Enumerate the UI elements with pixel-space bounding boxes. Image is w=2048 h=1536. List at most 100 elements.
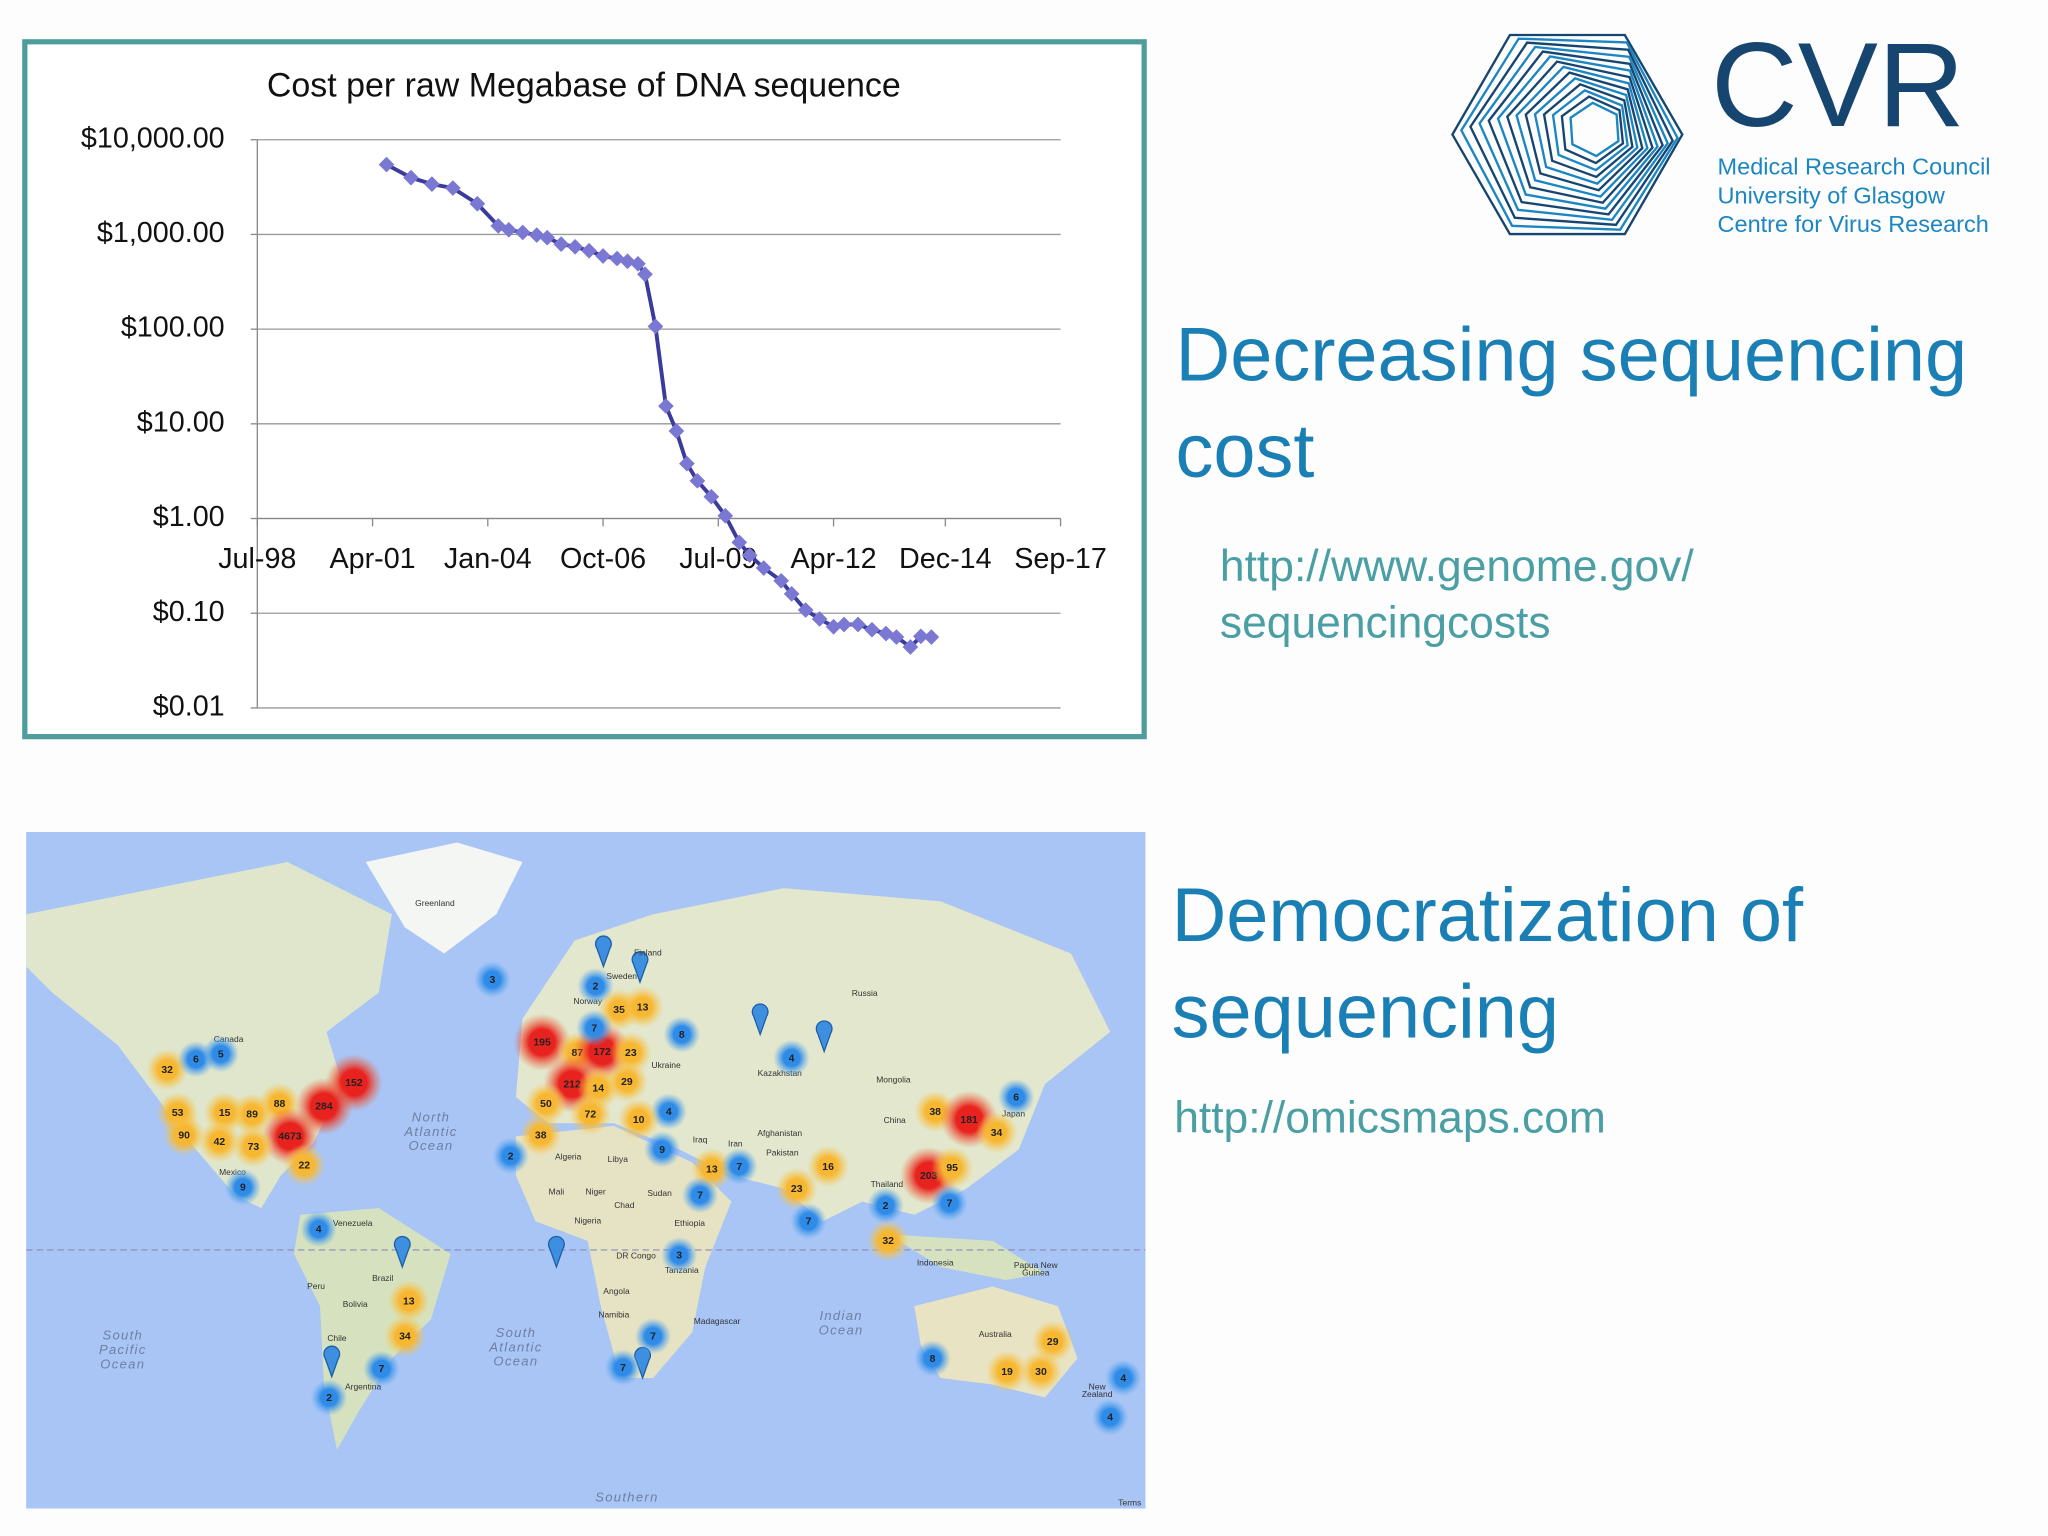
cluster-count: 7: [697, 1191, 703, 1202]
cluster-halo[interactable]: [384, 1315, 426, 1358]
cluster-count: 15: [219, 1108, 231, 1119]
cluster-halo[interactable]: [1020, 1350, 1062, 1393]
cluster-halo[interactable]: [997, 1078, 1035, 1116]
cluster-halo[interactable]: [634, 1317, 672, 1355]
cluster-count: 195: [533, 1038, 551, 1049]
heading: sequencing: [1172, 969, 1559, 1054]
cluster-count: 8: [930, 1354, 936, 1365]
ocean-label: Indian: [819, 1308, 862, 1323]
cluster-count: 72: [585, 1110, 597, 1121]
x-tick-label: Oct-06: [560, 543, 646, 575]
map-pin[interactable]: [323, 1345, 341, 1379]
cluster-halo[interactable]: [986, 1350, 1028, 1393]
logo-hexagon: [1469, 41, 1674, 227]
chart: $10,000.00 $1,000.00 $100.00 $10.00 $1.00 $0.…: [81, 122, 1107, 722]
cluster-halo[interactable]: [604, 1349, 642, 1386]
link[interactable]: sequencingcosts: [1220, 598, 1551, 647]
data-point: [668, 423, 685, 439]
map-pin[interactable]: [547, 1235, 565, 1269]
x-tick-label: Jul-98: [218, 543, 296, 575]
cluster-halo[interactable]: [300, 1210, 337, 1248]
map-pin[interactable]: [594, 935, 612, 969]
cluster-halo[interactable]: [387, 1280, 430, 1322]
cluster-halo[interactable]: [621, 986, 664, 1028]
cluster-halo[interactable]: [576, 1009, 613, 1047]
cluster-count: 35: [613, 1005, 625, 1016]
cluster-halo[interactable]: [867, 1219, 910, 1262]
logo-hexagon: [1478, 45, 1670, 221]
cluster-halo[interactable]: [198, 1120, 241, 1163]
cluster-count: 181: [960, 1115, 978, 1126]
cluster-count: 2: [508, 1151, 514, 1162]
cluster-halo[interactable]: [650, 1093, 688, 1130]
place-label: Greenland: [415, 898, 455, 908]
cluster-halo[interactable]: [606, 1060, 648, 1103]
cluster-halo[interactable]: [660, 1236, 698, 1274]
cluster-halo[interactable]: [975, 1111, 1018, 1154]
place-label: Kazakhstan: [758, 1068, 803, 1078]
cluster-halo[interactable]: [931, 1146, 974, 1189]
cluster-halo[interactable]: [931, 1184, 968, 1222]
cluster-halo[interactable]: [775, 1167, 818, 1210]
x-tick-label: Apr-01: [329, 543, 415, 575]
cluster-halo[interactable]: [569, 1093, 612, 1136]
cluster-halo[interactable]: [232, 1125, 275, 1168]
cluster-halo[interactable]: [1104, 1359, 1142, 1397]
cluster-halo[interactable]: [202, 1035, 240, 1073]
cluster-count: 73: [248, 1142, 260, 1153]
x-tick-label: Apr-12: [790, 543, 876, 575]
map-pin[interactable]: [393, 1235, 411, 1269]
cluster-halo[interactable]: [283, 1144, 326, 1186]
place-label: Angola: [603, 1286, 630, 1296]
cluster-count: 7: [947, 1198, 953, 1209]
cluster-halo[interactable]: [720, 1148, 758, 1185]
link[interactable]: http://www.genome.gov/: [1220, 542, 1694, 591]
data-point: [658, 398, 674, 414]
cluster-count: 23: [625, 1048, 637, 1059]
cluster-count: 284: [315, 1102, 333, 1113]
cluster-halo[interactable]: [474, 961, 511, 998]
cluster-halo[interactable]: [525, 1082, 567, 1125]
cluster-halo[interactable]: [513, 1013, 571, 1072]
logo-hexagon: [1496, 55, 1659, 210]
place-label: Brazil: [372, 1273, 393, 1283]
cluster-count: 6: [193, 1055, 199, 1066]
cluster-halo[interactable]: [617, 1098, 660, 1141]
cluster-halo[interactable]: [492, 1137, 529, 1175]
place-label: Madagascar: [694, 1316, 741, 1326]
place-label: Mali: [549, 1187, 565, 1197]
data-point: [679, 455, 695, 472]
data-point: [755, 560, 772, 576]
cluster-count: 10: [633, 1115, 645, 1126]
cluster-halo[interactable]: [663, 1016, 701, 1053]
cluster-halo[interactable]: [773, 1039, 810, 1077]
cluster-halo[interactable]: [807, 1145, 849, 1188]
map-pin[interactable]: [631, 951, 649, 985]
cluster-halo[interactable]: [867, 1187, 904, 1224]
cluster-count: 50: [540, 1099, 552, 1110]
cluster-halo[interactable]: [310, 1379, 348, 1416]
cluster-halo[interactable]: [914, 1340, 951, 1377]
data-point: [797, 602, 814, 618]
cluster-count: 89: [246, 1110, 258, 1121]
ocean-label: Zealand: [1082, 1389, 1113, 1399]
cluster-count: 2: [883, 1201, 889, 1212]
cluster-halo[interactable]: [1091, 1398, 1129, 1436]
link[interactable]: http://omicsmaps.com: [1174, 1093, 1606, 1142]
data-point: [424, 176, 440, 192]
heading: Democratization of: [1172, 873, 1804, 958]
cluster-halo[interactable]: [643, 1131, 681, 1168]
data-point: [703, 488, 720, 505]
data-point: [836, 616, 852, 633]
cluster-halo[interactable]: [790, 1202, 827, 1240]
cluster-count: 3: [490, 975, 496, 986]
cluster-halo[interactable]: [681, 1176, 719, 1214]
cluster-halo[interactable]: [224, 1168, 262, 1206]
cluster-halo[interactable]: [519, 1114, 562, 1156]
map-pin[interactable]: [815, 1020, 833, 1054]
cluster-halo[interactable]: [163, 1114, 206, 1156]
logo-line: University of Glasgow: [1718, 182, 1946, 208]
cluster-halo[interactable]: [363, 1350, 400, 1388]
x-tick-label: Sep-17: [1014, 543, 1107, 575]
map-pin[interactable]: [751, 1003, 769, 1037]
